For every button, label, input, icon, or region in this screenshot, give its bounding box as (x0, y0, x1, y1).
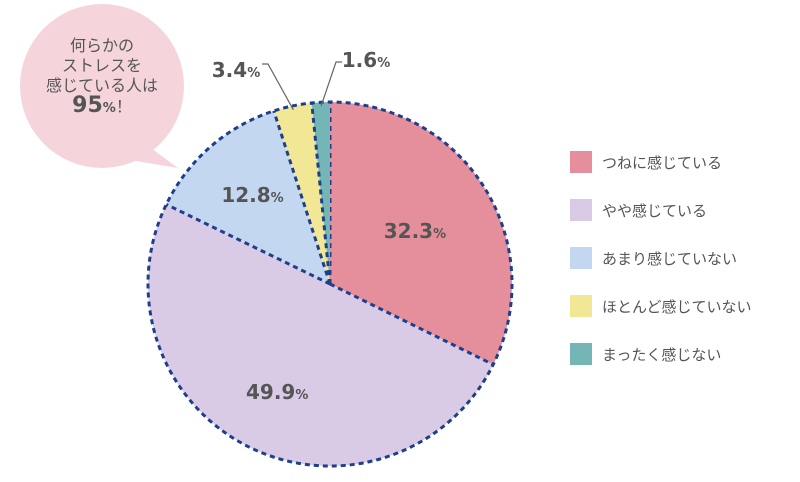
legend-label: ほとんど感じていない (602, 297, 752, 316)
pie-slice (148, 204, 494, 466)
legend-label: やや感じている (602, 201, 708, 220)
data-label-unit: % (295, 388, 308, 403)
legend-item: まったく感じない (570, 342, 752, 366)
legend-item: やや感じている (570, 198, 752, 222)
callout-value-unit: % (102, 101, 116, 116)
legend-swatch (570, 247, 592, 269)
data-label: 3.4% (212, 58, 260, 82)
legend-swatch (570, 295, 592, 317)
callout-line-3: 感じている人は (45, 76, 158, 95)
leader-line (262, 63, 294, 111)
data-label: 49.9% (246, 380, 308, 404)
callout-bubble (20, 4, 184, 168)
legend-item: つねに感じている (570, 150, 752, 174)
pie-slice (166, 110, 330, 284)
data-label-value: 3.4 (212, 58, 247, 82)
data-label: 32.3% (384, 219, 446, 243)
callout-value: 95%！ (22, 93, 182, 119)
callout-value-number: 95 (72, 93, 103, 118)
legend-label: つねに感じている (602, 153, 723, 172)
callout-value-suffix: ！ (115, 97, 132, 116)
legend-item: ほとんど感じていない (570, 294, 752, 318)
legend-label: まったく感じない (602, 345, 722, 364)
data-label-value: 1.6 (342, 48, 377, 72)
slice-divider (272, 110, 332, 285)
data-label-unit: % (247, 66, 260, 81)
legend: つねに感じている やや感じている あまり感じていない ほとんど感じていない まっ… (570, 150, 752, 390)
legend-swatch (570, 151, 592, 173)
data-label-value: 32.3 (384, 219, 433, 243)
legend-swatch (570, 199, 592, 221)
legend-label: あまり感じていない (602, 249, 738, 268)
callout-line-1: 何らかの (69, 36, 134, 55)
pie-outline (146, 100, 514, 468)
slice-divider (310, 102, 332, 285)
data-label-unit: % (433, 227, 446, 242)
callout-line-2: ストレスを (61, 56, 142, 75)
pie-slice (330, 102, 513, 365)
legend-swatch (570, 343, 592, 365)
callout-text: 何らかの ストレスを 感じている人は 95%！ (22, 36, 182, 119)
data-label: 12.8% (221, 183, 283, 207)
slice-divider (165, 203, 331, 286)
legend-item: あまり感じていない (570, 246, 752, 270)
data-label: 1.6% (342, 48, 390, 72)
slice-divider (329, 282, 494, 366)
data-label-unit: % (377, 56, 390, 71)
data-label-unit: % (271, 191, 284, 206)
data-label-value: 12.8 (221, 183, 270, 207)
leader-line (320, 61, 342, 107)
data-label-value: 49.9 (246, 380, 295, 404)
